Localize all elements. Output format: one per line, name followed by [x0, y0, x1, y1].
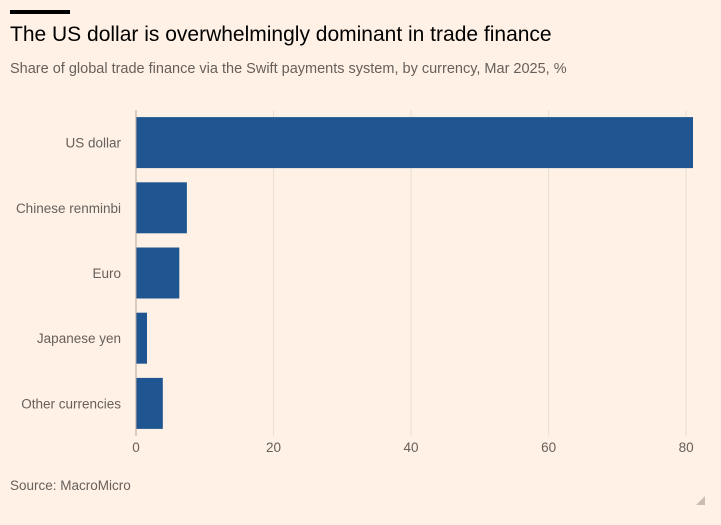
category-label: Japanese yen [37, 331, 121, 346]
x-tick-label: 60 [541, 440, 556, 455]
source-note: Source: MacroMicro [10, 478, 131, 493]
category-label: Chinese renminbi [16, 201, 121, 216]
bar [136, 182, 187, 234]
bar [136, 247, 180, 299]
bar [136, 117, 693, 169]
category-label: Other currencies [21, 396, 121, 411]
category-label: Euro [92, 266, 121, 281]
resize-handle-icon [696, 496, 705, 505]
bar [136, 312, 148, 364]
x-tick-label: 0 [132, 440, 140, 455]
header-accent-bar [10, 10, 70, 14]
bar [136, 377, 163, 429]
chart-subtitle: Share of global trade finance via the Sw… [10, 61, 567, 77]
bar-chart: 0 20 40 60 80 US dollar Chinese renminbi Euro Ja… [16, 110, 694, 455]
x-tick-label: 40 [404, 440, 419, 455]
x-tick-label: 20 [266, 440, 281, 455]
x-tick-label: 80 [679, 440, 694, 455]
category-label: US dollar [65, 136, 121, 151]
chart-title: The US dollar is overwhelmingly dominant… [10, 23, 552, 46]
